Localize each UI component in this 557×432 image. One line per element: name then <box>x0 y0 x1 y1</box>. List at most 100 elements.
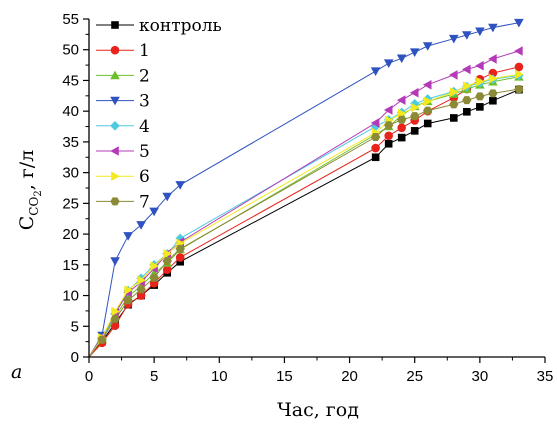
data-point <box>397 115 407 124</box>
data-point <box>149 273 159 282</box>
series-7 <box>88 85 524 358</box>
data-point <box>175 181 185 190</box>
data-point <box>489 96 497 105</box>
data-point <box>514 46 523 56</box>
data-point <box>463 107 471 116</box>
data-point <box>123 232 133 241</box>
legend-label: 4 <box>139 117 150 137</box>
x-tick-label: 5 <box>150 368 158 385</box>
legend-item-3: 3 <box>96 92 150 112</box>
data-point <box>449 70 458 80</box>
x-tick-label: 25 <box>406 368 423 385</box>
data-point <box>371 153 380 162</box>
data-point <box>383 59 394 68</box>
data-point <box>476 76 485 87</box>
data-point <box>110 321 120 330</box>
data-point <box>384 131 393 141</box>
data-point <box>488 54 497 64</box>
data-point <box>384 139 393 148</box>
data-point <box>409 48 420 57</box>
data-point <box>384 121 394 130</box>
data-point <box>136 285 146 294</box>
x-tick-label: 20 <box>341 368 358 385</box>
y-tick-label: 10 <box>62 288 79 305</box>
y-axis-title-subsub: 2 <box>33 190 44 196</box>
legend-label: 2 <box>139 66 150 86</box>
data-point <box>162 192 172 202</box>
y-tick-label: 35 <box>62 134 79 151</box>
data-point <box>488 89 498 98</box>
y-axis-title-main: C <box>16 216 38 231</box>
data-point <box>110 314 120 323</box>
y-axis-title: CCO2, г/л <box>16 150 44 230</box>
legend: контроль 1 2 3 4 5 6 7 <box>96 16 222 212</box>
y-axis-title-sub: CO <box>27 197 41 216</box>
y-tick-label: 20 <box>62 226 79 243</box>
legend-item-7: 7 <box>96 192 150 212</box>
legend-item-5: 5 <box>96 142 150 162</box>
y-tick-label: 40 <box>62 103 79 120</box>
legend-marker <box>110 45 120 55</box>
data-point <box>370 67 381 76</box>
data-point <box>397 123 406 133</box>
data-point <box>475 92 485 101</box>
y-tick-label: 50 <box>62 42 79 59</box>
data-point <box>149 207 159 217</box>
y-tick-label: 15 <box>62 257 79 274</box>
x-tick-label: 15 <box>276 368 293 385</box>
data-point <box>163 249 172 259</box>
plot-area <box>88 18 524 358</box>
legend-marker <box>110 121 120 131</box>
legend-marker <box>111 21 119 29</box>
data-point <box>136 221 146 230</box>
y-tick-label: 0 <box>71 349 79 366</box>
x-axis-title: Час, год <box>277 399 359 421</box>
data-point <box>450 87 459 97</box>
data-point <box>396 54 407 64</box>
data-point <box>410 127 419 135</box>
legend-label: контроль <box>139 16 222 36</box>
data-point <box>410 102 420 113</box>
legend-marker <box>110 146 119 156</box>
legend-item-4: 4 <box>96 117 150 137</box>
legend-marker <box>110 197 120 206</box>
y-tick-label: 5 <box>71 318 79 335</box>
data-point <box>450 114 458 122</box>
data-point <box>489 73 498 84</box>
data-point <box>123 296 133 305</box>
data-point <box>475 60 484 71</box>
legend-marker <box>110 96 120 106</box>
data-point <box>162 265 172 275</box>
legend-label: 3 <box>139 92 150 112</box>
data-point <box>422 42 433 51</box>
data-point <box>449 34 459 44</box>
data-point <box>176 257 184 266</box>
legend-item-1: 1 <box>96 41 150 61</box>
y-tick-label: 25 <box>62 195 79 212</box>
y-tick-label: 30 <box>62 165 79 182</box>
legend-marker <box>111 171 120 181</box>
data-point <box>410 112 420 121</box>
x-tick-label: 30 <box>472 368 489 385</box>
y-axis-title-rest: , г/л <box>16 150 38 191</box>
data-point <box>97 335 107 344</box>
data-point <box>124 285 133 295</box>
legend-label: 7 <box>139 192 150 212</box>
data-point <box>514 85 524 93</box>
x-tick-label: 0 <box>85 368 93 385</box>
series-line <box>88 89 520 358</box>
data-point <box>371 143 380 153</box>
data-point <box>475 27 485 37</box>
y-tick-label: 45 <box>62 72 79 89</box>
data-point <box>488 23 498 33</box>
data-point <box>422 80 432 90</box>
data-point <box>449 100 459 109</box>
data-point <box>111 306 120 317</box>
legend-label: 1 <box>139 41 150 61</box>
data-point <box>137 275 146 285</box>
panel-label: a <box>11 361 22 383</box>
x-tick-label: 35 <box>537 368 554 385</box>
data-point <box>515 69 524 80</box>
data-point <box>175 253 185 262</box>
